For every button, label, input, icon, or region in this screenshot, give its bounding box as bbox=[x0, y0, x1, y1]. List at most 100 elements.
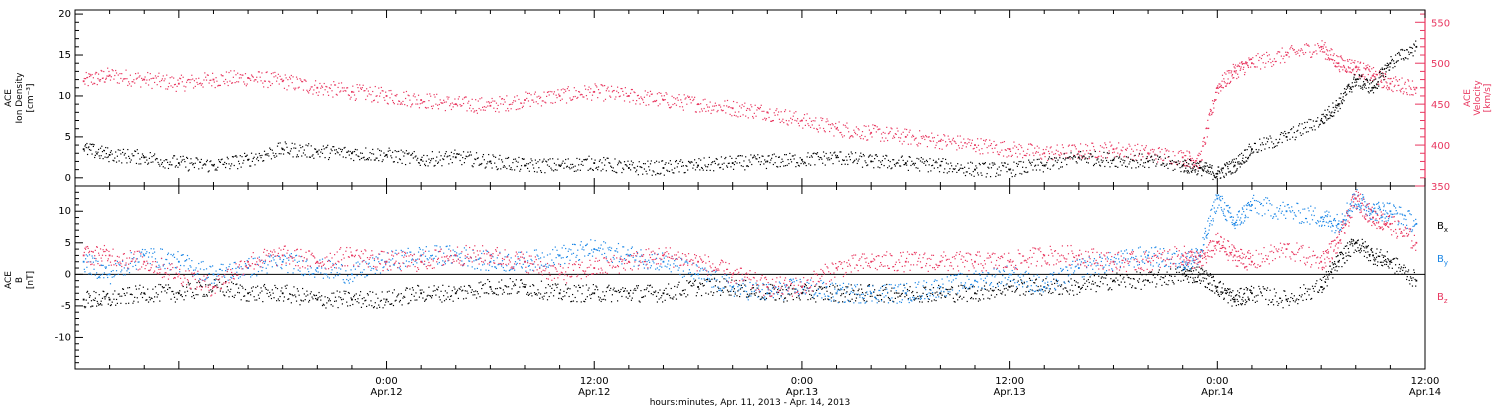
velocity-point bbox=[391, 93, 393, 95]
density-point bbox=[1357, 78, 1359, 80]
velocity-point bbox=[861, 131, 864, 133]
bx-point bbox=[1060, 284, 1063, 286]
bx-point bbox=[697, 286, 699, 288]
density-point bbox=[888, 165, 890, 167]
density-point bbox=[1234, 161, 1237, 163]
density-point bbox=[814, 164, 816, 166]
density-point bbox=[539, 170, 542, 172]
density-point bbox=[168, 163, 170, 166]
velocity-point bbox=[784, 109, 787, 111]
velocity-point bbox=[161, 78, 164, 80]
velocity-point bbox=[414, 96, 416, 98]
bx-point bbox=[681, 294, 683, 296]
bx-point bbox=[471, 289, 473, 291]
density-point bbox=[132, 155, 134, 157]
velocity-point bbox=[1137, 155, 1140, 157]
density-point bbox=[1383, 79, 1385, 81]
bx-point bbox=[1073, 294, 1075, 296]
density-point bbox=[1328, 105, 1330, 108]
velocity-point bbox=[1379, 74, 1381, 76]
velocity-point bbox=[970, 142, 973, 144]
density-point bbox=[827, 159, 829, 161]
bx-point bbox=[1275, 292, 1277, 294]
density-point bbox=[94, 154, 96, 156]
velocity-point bbox=[553, 91, 556, 93]
density-point bbox=[636, 165, 639, 167]
velocity-point bbox=[192, 87, 195, 89]
density-point bbox=[1237, 161, 1239, 163]
velocity-point bbox=[1383, 85, 1385, 87]
bx-point bbox=[338, 296, 340, 298]
bx-point bbox=[439, 299, 441, 301]
bx-point bbox=[141, 292, 143, 294]
density-point bbox=[740, 165, 742, 167]
velocity-point bbox=[542, 100, 544, 102]
density-point bbox=[291, 142, 293, 144]
bx-point bbox=[366, 293, 369, 295]
velocity-point bbox=[1195, 160, 1198, 162]
velocity-point bbox=[1230, 70, 1233, 72]
bx-point bbox=[1060, 285, 1062, 288]
bx-point bbox=[174, 301, 176, 303]
velocity-point bbox=[1069, 158, 1071, 160]
density-point bbox=[739, 155, 742, 157]
velocity-point bbox=[590, 88, 592, 90]
velocity-point bbox=[1372, 74, 1374, 77]
velocity-point bbox=[1235, 70, 1237, 72]
density-point bbox=[155, 157, 157, 160]
density-point bbox=[1248, 143, 1250, 145]
bx-point bbox=[1114, 281, 1116, 283]
velocity-point bbox=[430, 95, 432, 97]
density-point bbox=[1353, 78, 1355, 80]
density-point bbox=[288, 152, 290, 154]
bx-point bbox=[830, 297, 832, 299]
bx-point bbox=[290, 302, 292, 304]
density-point bbox=[709, 169, 711, 171]
velocity-point bbox=[876, 126, 878, 128]
velocity-point bbox=[533, 93, 536, 95]
bx-point bbox=[145, 299, 147, 301]
density-point bbox=[193, 166, 196, 169]
bx-point bbox=[542, 298, 544, 300]
density-point bbox=[551, 169, 553, 171]
bx-point bbox=[202, 295, 204, 297]
velocity-point bbox=[1281, 47, 1283, 49]
density-point bbox=[588, 155, 590, 157]
density-point bbox=[630, 160, 633, 162]
density-point bbox=[606, 157, 608, 159]
bx-point bbox=[315, 294, 318, 297]
bx-point bbox=[192, 291, 194, 294]
bx-point bbox=[304, 299, 306, 301]
density-point bbox=[1373, 85, 1375, 87]
bx-point bbox=[213, 279, 215, 281]
density-point bbox=[209, 160, 211, 163]
bx-point bbox=[709, 280, 711, 283]
velocity-point bbox=[1245, 63, 1247, 65]
velocity-point bbox=[1181, 152, 1183, 154]
density-point bbox=[526, 163, 528, 165]
bx-point bbox=[1324, 281, 1327, 283]
bx-point bbox=[907, 298, 909, 300]
bx-point bbox=[507, 293, 509, 295]
density-point bbox=[904, 162, 907, 164]
velocity-point bbox=[1135, 159, 1137, 161]
bx-point bbox=[649, 285, 651, 287]
density-point bbox=[1226, 162, 1228, 164]
velocity-point bbox=[568, 89, 570, 92]
bx-point bbox=[1294, 301, 1296, 303]
bx-point bbox=[420, 292, 423, 295]
velocity-point bbox=[202, 86, 204, 88]
density-point bbox=[774, 162, 776, 164]
bx-point bbox=[342, 298, 344, 300]
density-point bbox=[1185, 161, 1188, 164]
density-point bbox=[576, 157, 578, 160]
velocity-point bbox=[672, 103, 674, 106]
velocity-point bbox=[1071, 144, 1073, 147]
velocity-point bbox=[480, 109, 482, 111]
velocity-point bbox=[1365, 67, 1368, 69]
density-point bbox=[220, 159, 222, 161]
density-point bbox=[903, 164, 905, 166]
density-point bbox=[386, 156, 389, 158]
bx-point bbox=[925, 286, 927, 288]
velocity-point bbox=[348, 94, 350, 97]
